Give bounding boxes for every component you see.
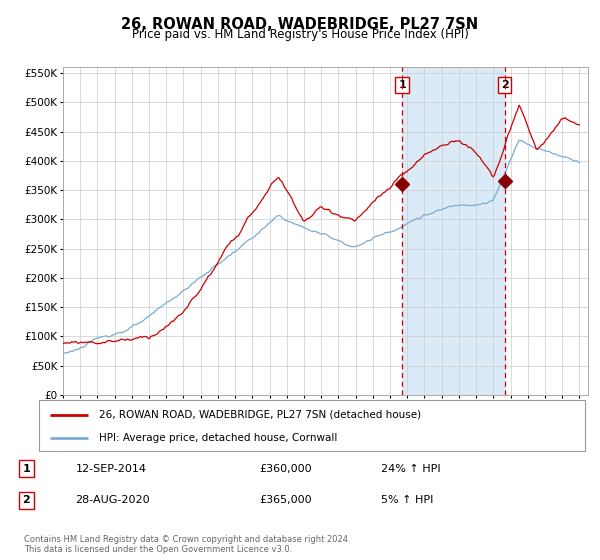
Text: 26, ROWAN ROAD, WADEBRIDGE, PL27 7SN: 26, ROWAN ROAD, WADEBRIDGE, PL27 7SN [121, 17, 479, 32]
Text: 24% ↑ HPI: 24% ↑ HPI [380, 464, 440, 474]
FancyBboxPatch shape [39, 400, 585, 451]
Bar [402, 67, 505, 395]
Text: 2: 2 [500, 80, 508, 90]
Text: Price paid vs. HM Land Registry's House Price Index (HPI): Price paid vs. HM Land Registry's House … [131, 28, 469, 41]
Text: HPI: Average price, detached house, Cornwall: HPI: Average price, detached house, Corn… [99, 433, 337, 443]
Text: 26, ROWAN ROAD, WADEBRIDGE, PL27 7SN (detached house): 26, ROWAN ROAD, WADEBRIDGE, PL27 7SN (de… [99, 409, 421, 419]
Text: Contains HM Land Registry data © Crown copyright and database right 2024.
This d: Contains HM Land Registry data © Crown c… [24, 535, 350, 554]
Text: £365,000: £365,000 [260, 496, 313, 506]
Text: £360,000: £360,000 [260, 464, 313, 474]
Text: 1: 1 [398, 80, 406, 90]
Text: 12-SEP-2014: 12-SEP-2014 [76, 464, 146, 474]
Text: 28-AUG-2020: 28-AUG-2020 [76, 496, 150, 506]
Text: 1: 1 [23, 464, 30, 474]
Text: 2: 2 [23, 496, 30, 506]
Text: 5% ↑ HPI: 5% ↑ HPI [380, 496, 433, 506]
